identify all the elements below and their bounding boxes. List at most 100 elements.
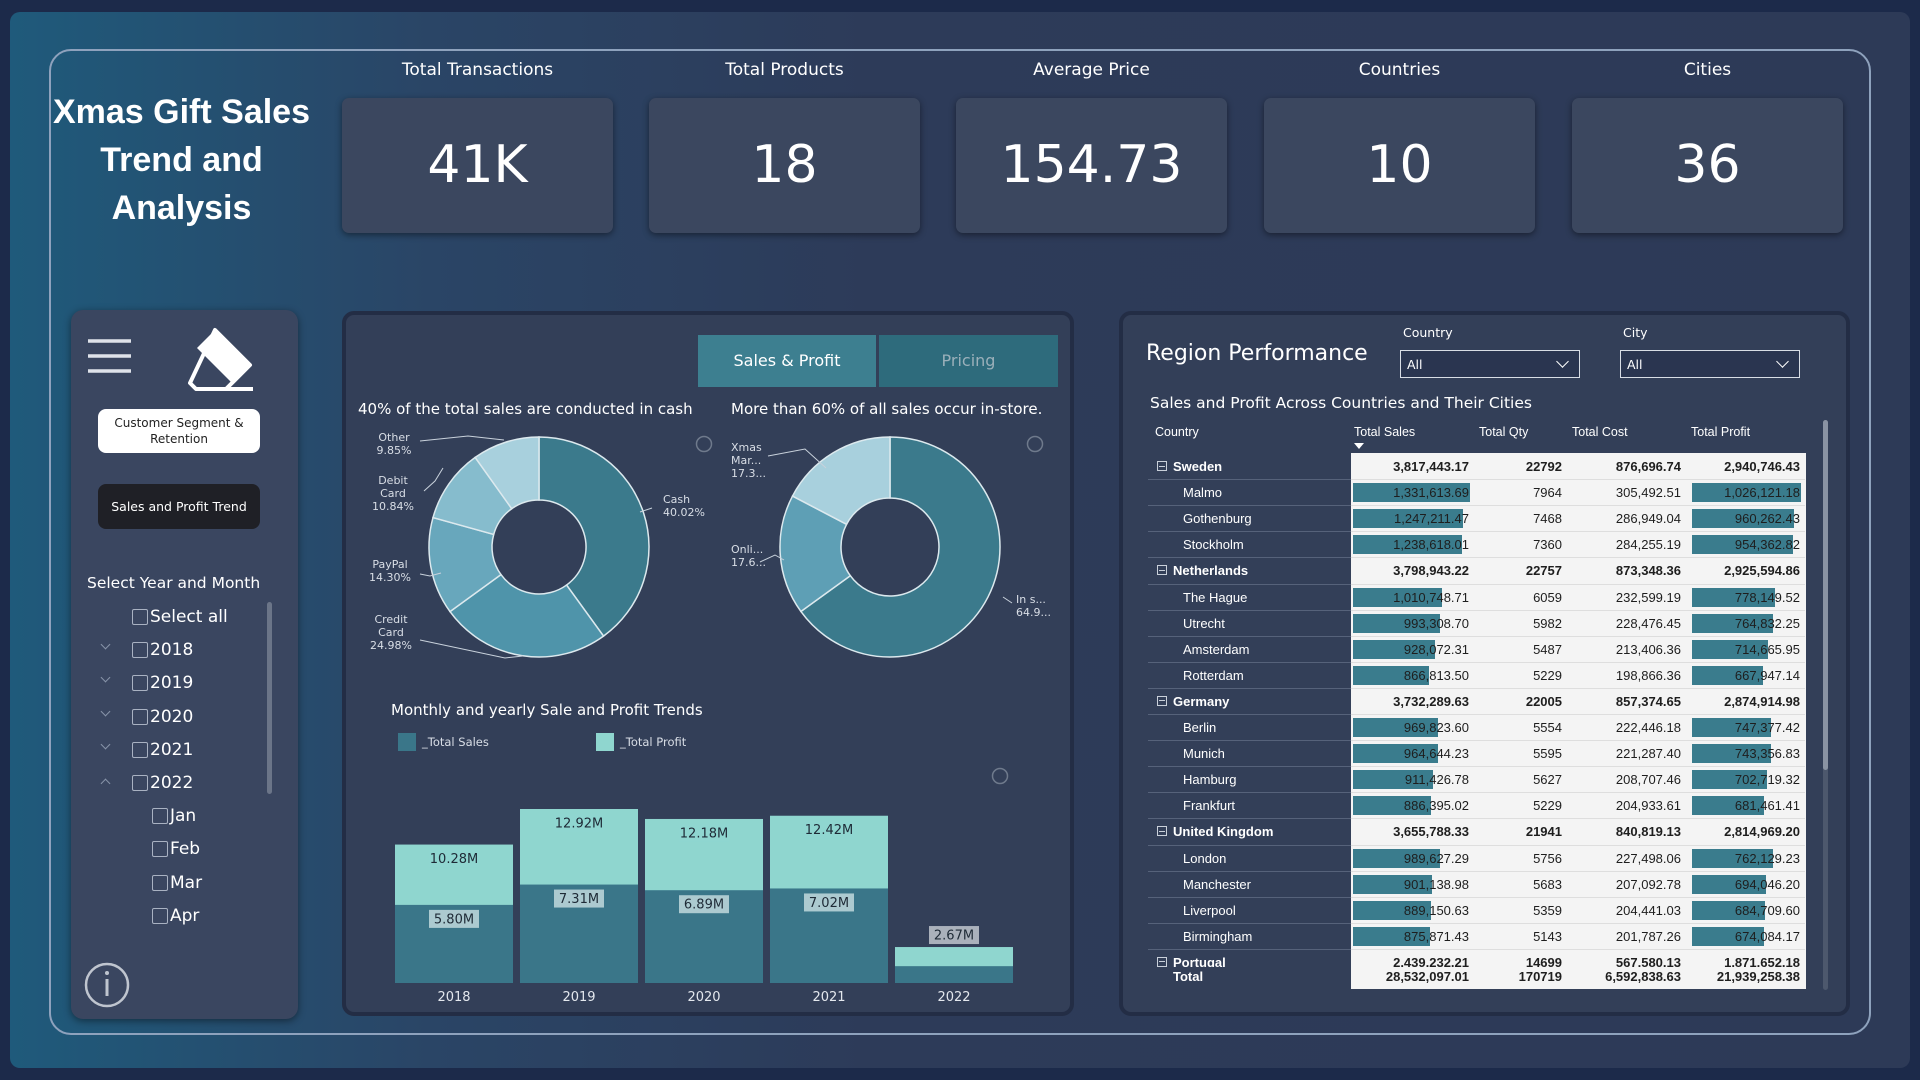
slice-value: 9.85% xyxy=(376,444,412,457)
table-cell: 1,871,652.18 xyxy=(1724,954,1800,967)
table-cell: 964,644.23 xyxy=(1403,746,1469,762)
data-bar xyxy=(1353,770,1434,790)
bar xyxy=(895,966,1013,983)
slicer-item[interactable]: 2018 xyxy=(150,640,194,661)
checkbox[interactable] xyxy=(132,675,148,692)
slicer-item[interactable]: Feb xyxy=(170,839,201,860)
table-cell: 305,492.51 xyxy=(1615,485,1681,501)
kpi-label: Total Transactions xyxy=(401,60,554,80)
donut-slice[interactable] xyxy=(791,436,891,526)
data-bar xyxy=(1353,613,1441,633)
slice-name: PayPal xyxy=(372,558,408,571)
help-icon[interactable] xyxy=(991,767,1009,785)
data-bar xyxy=(1692,639,1768,659)
donut-slice[interactable] xyxy=(474,436,540,510)
city-name: Frankfurt xyxy=(1183,798,1236,814)
data-bar xyxy=(1692,744,1771,764)
row-divider xyxy=(1351,635,1805,637)
slice-name: Cash xyxy=(663,493,691,506)
help-icon[interactable] xyxy=(695,435,713,453)
checkbox[interactable] xyxy=(132,642,148,659)
table-cell: 747,377.42 xyxy=(1734,720,1800,735)
slicer-item[interactable]: Mar xyxy=(170,872,203,893)
tab-sales-profit[interactable]: Sales & Profit xyxy=(698,335,876,387)
data-label: 6.89M xyxy=(684,898,724,913)
table-cell: 2,439,232.21 xyxy=(1393,954,1469,967)
collapse-icon[interactable] xyxy=(1157,565,1167,576)
slicer-item[interactable]: Apr xyxy=(170,905,200,926)
checkbox[interactable] xyxy=(132,741,148,758)
table-cell: 5554 xyxy=(1533,720,1562,735)
checkbox[interactable] xyxy=(152,907,168,924)
data-label-box xyxy=(679,895,729,914)
dropdown-chevron xyxy=(1776,355,1789,368)
slicer-item[interactable]: 2022 xyxy=(150,773,194,793)
data-label: 12.18M xyxy=(680,826,728,841)
collapse-icon[interactable] xyxy=(1157,826,1167,837)
row-divider xyxy=(1148,687,1351,689)
checkbox[interactable] xyxy=(152,841,168,858)
table-cell: 3,732,289.63 xyxy=(1393,693,1469,709)
checkbox[interactable] xyxy=(152,874,168,891)
slicer-list: Select all 2018 2019 2020 2021 2022 Jan Feb Mar A… xyxy=(72,600,272,940)
sales-trend-button[interactable]: Sales and Profit Trend xyxy=(98,484,260,529)
slice-value: 24.98% xyxy=(370,639,412,652)
donut-slice[interactable] xyxy=(448,573,605,658)
checkbox[interactable] xyxy=(132,775,148,791)
checkbox[interactable] xyxy=(152,808,168,825)
slicer-item[interactable]: Jan xyxy=(170,806,197,827)
filter-dropdown[interactable]: All xyxy=(1620,350,1800,378)
row-divider xyxy=(1148,818,1351,820)
data-bar xyxy=(1692,874,1766,894)
table-cell: 866,813.50 xyxy=(1403,667,1469,683)
data-label-box xyxy=(554,814,604,832)
x-tick-label: 2022 xyxy=(937,990,970,1005)
slicer-item[interactable]: 2020 xyxy=(150,706,194,727)
column-header[interactable]: Total Qty xyxy=(1479,425,1529,439)
checkbox[interactable] xyxy=(132,708,148,725)
slice-label: PayPal 14.30% xyxy=(364,558,416,584)
table-cell: 5143 xyxy=(1533,928,1562,944)
checkbox[interactable] xyxy=(132,609,148,625)
donut-slice[interactable] xyxy=(799,436,1001,658)
leader-line xyxy=(419,572,442,577)
column-header[interactable]: Total Cost xyxy=(1572,425,1628,439)
data-label-box xyxy=(429,909,479,928)
customer-segment-button[interactable]: Customer Segment & Retention xyxy=(98,409,260,453)
info-icon[interactable] xyxy=(84,962,130,1008)
slice-name: Debit Card xyxy=(378,474,408,500)
data-label: 7.02M xyxy=(809,896,849,911)
data-bar xyxy=(1353,926,1430,946)
column-header[interactable]: Country xyxy=(1155,425,1199,439)
table-cell: 567,580.13 xyxy=(1615,954,1681,967)
slice-name: Xmas Mar... xyxy=(731,441,762,467)
collapse-icon[interactable] xyxy=(1157,695,1167,706)
data-bar xyxy=(1353,639,1435,659)
table-cell: 969,823.60 xyxy=(1403,720,1469,735)
donut-slice[interactable] xyxy=(538,436,650,638)
collapse-icon[interactable] xyxy=(1157,956,1167,967)
collapse-icon[interactable] xyxy=(1157,461,1167,471)
table-cell: 901,138.98 xyxy=(1403,876,1469,892)
legend-label: _Total Profit xyxy=(620,735,687,749)
tab-pricing[interactable]: Pricing xyxy=(879,335,1058,387)
table-cell: 170719 xyxy=(1518,969,1562,984)
table-cell: 684,709.60 xyxy=(1734,902,1800,918)
data-bar xyxy=(1692,718,1772,738)
eraser-icon[interactable] xyxy=(188,328,252,391)
kpi-value: 10 xyxy=(1366,135,1433,195)
leader-line xyxy=(419,435,505,442)
column-header[interactable]: Total Sales xyxy=(1354,425,1416,439)
slicer-item[interactable]: 2019 xyxy=(150,673,194,694)
help-icon[interactable] xyxy=(1026,435,1044,453)
filter-dropdown[interactable]: All xyxy=(1400,350,1580,378)
data-bar xyxy=(1692,587,1775,607)
column-header[interactable]: Total Profit xyxy=(1691,425,1751,439)
data-bar xyxy=(1692,613,1774,633)
table-cell: 928,072.31 xyxy=(1403,641,1469,657)
slicer-item[interactable]: 2021 xyxy=(150,739,194,760)
slicer-item[interactable]: Select all xyxy=(150,607,228,627)
kpi-card: 154.73 xyxy=(956,98,1227,233)
collapse-icon-minus xyxy=(1159,961,1165,963)
legend-swatch xyxy=(596,733,614,751)
